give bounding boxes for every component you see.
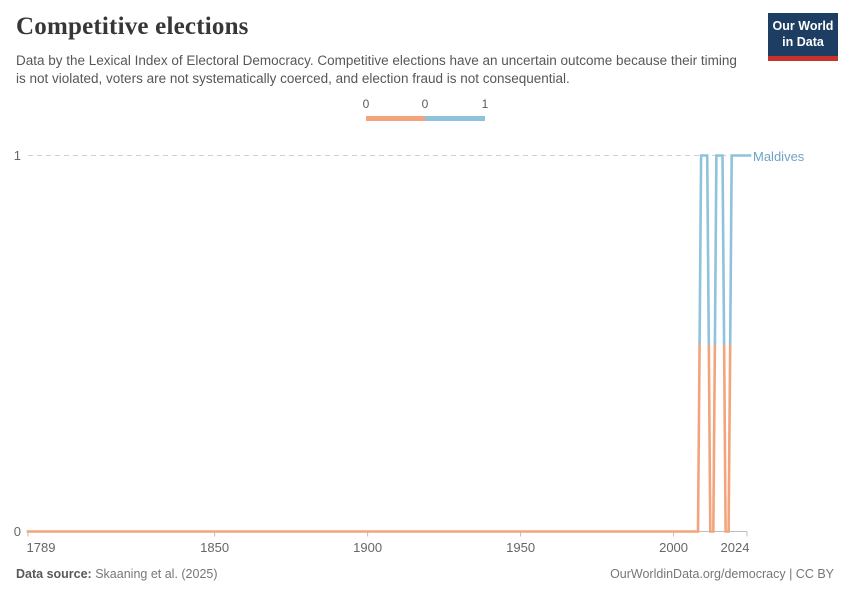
color-legend: 0 0 1	[362, 97, 488, 121]
legend-tick-2: 1	[481, 97, 489, 111]
x-tick-label: 1950	[506, 540, 535, 555]
legend-tick-1: 0	[421, 97, 429, 111]
x-tick-label: 2024	[721, 540, 750, 555]
owid-logo[interactable]: Our World in Data	[768, 13, 838, 61]
legend-tick-0: 0	[362, 97, 370, 111]
series-line-value0	[26, 342, 732, 533]
credit-link[interactable]: OurWorldinData.org/democracy | CC BY	[610, 567, 834, 581]
owid-logo-line1: Our World	[772, 19, 834, 33]
x-tick-label: 1850	[200, 540, 229, 555]
legend-swatch-value1[interactable]	[425, 116, 485, 121]
x-tick-label: 1900	[353, 540, 382, 555]
x-axis-ticks: 1789 1850 1900 1950 2000 2024	[27, 531, 750, 555]
y-axis-label-0: 0	[14, 524, 21, 539]
y-axis-label-1: 1	[14, 148, 21, 163]
legend-swatch-value0[interactable]	[366, 116, 425, 121]
x-tick-label: 2000	[659, 540, 688, 555]
owid-logo-line2: in Data	[782, 35, 824, 49]
data-source-prefix: Data source:	[16, 567, 92, 581]
series-line-value1	[698, 154, 752, 345]
x-tick-label: 1789	[27, 540, 56, 555]
chart-subtitle: Data by the Lexical Index of Electoral D…	[16, 53, 737, 86]
data-source: Data source: Skaaning et al. (2025)	[16, 567, 218, 581]
legend-bar	[366, 116, 485, 121]
chart-title: Competitive elections	[16, 13, 249, 40]
entity-label[interactable]: Maldives	[753, 149, 805, 164]
data-source-value: Skaaning et al. (2025)	[95, 567, 218, 581]
